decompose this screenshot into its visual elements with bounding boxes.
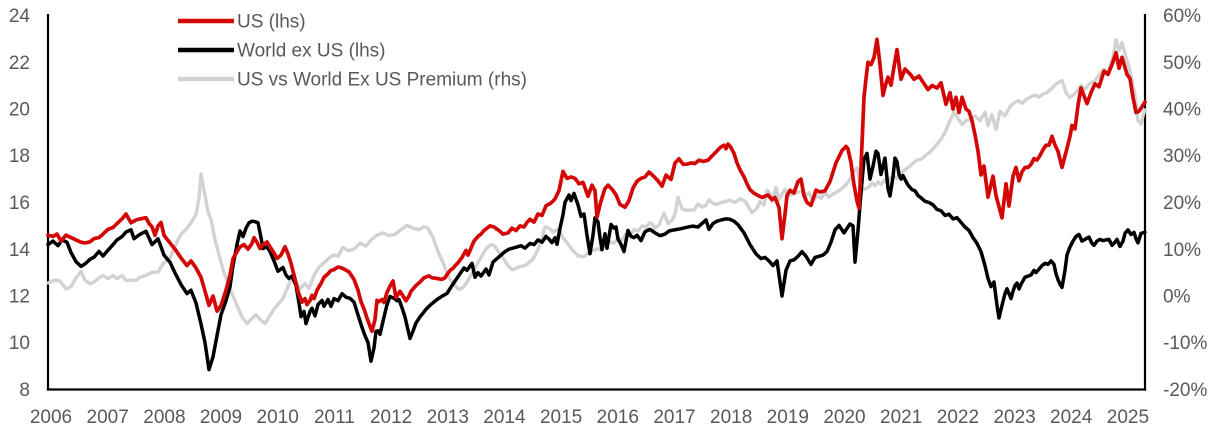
svg-text:10: 10	[9, 333, 30, 354]
svg-text:50%: 50%	[1163, 53, 1201, 74]
svg-text:2025: 2025	[1107, 407, 1149, 428]
svg-text:-10%: -10%	[1163, 333, 1207, 354]
svg-text:24: 24	[9, 6, 31, 27]
svg-text:2014: 2014	[483, 407, 526, 428]
svg-text:2019: 2019	[767, 407, 809, 428]
svg-text:2021: 2021	[880, 407, 922, 428]
svg-text:16: 16	[9, 193, 30, 214]
svg-text:2022: 2022	[937, 407, 979, 428]
svg-text:US (lhs): US (lhs)	[237, 12, 306, 33]
svg-text:2011: 2011	[314, 407, 355, 428]
svg-text:0%: 0%	[1163, 287, 1191, 308]
svg-text:14: 14	[9, 240, 31, 261]
svg-text:2023: 2023	[993, 407, 1035, 428]
svg-text:2012: 2012	[370, 407, 412, 428]
svg-text:2015: 2015	[540, 407, 582, 428]
svg-text:US vs World Ex US Premium (rhs: US vs World Ex US Premium (rhs)	[237, 70, 527, 91]
svg-text:2008: 2008	[143, 407, 185, 428]
svg-text:60%: 60%	[1163, 6, 1201, 27]
svg-text:World ex US (lhs): World ex US (lhs)	[237, 41, 386, 62]
svg-text:2020: 2020	[823, 407, 865, 428]
svg-text:20%: 20%	[1163, 193, 1201, 214]
svg-text:10%: 10%	[1163, 240, 1201, 261]
svg-text:2016: 2016	[597, 407, 639, 428]
svg-text:2013: 2013	[427, 407, 469, 428]
svg-text:2010: 2010	[257, 407, 299, 428]
svg-text:-20%: -20%	[1163, 380, 1207, 401]
svg-text:12: 12	[9, 287, 30, 308]
svg-text:2006: 2006	[30, 407, 72, 428]
svg-text:40%: 40%	[1163, 100, 1201, 121]
svg-text:8: 8	[19, 380, 30, 401]
svg-text:2009: 2009	[200, 407, 242, 428]
svg-text:2017: 2017	[653, 407, 695, 428]
svg-text:2018: 2018	[710, 407, 752, 428]
svg-text:22: 22	[9, 53, 30, 74]
svg-text:2024: 2024	[1050, 407, 1093, 428]
svg-text:30%: 30%	[1163, 146, 1201, 167]
svg-text:18: 18	[9, 146, 30, 167]
svg-text:20: 20	[9, 100, 30, 121]
svg-text:2007: 2007	[87, 407, 129, 428]
